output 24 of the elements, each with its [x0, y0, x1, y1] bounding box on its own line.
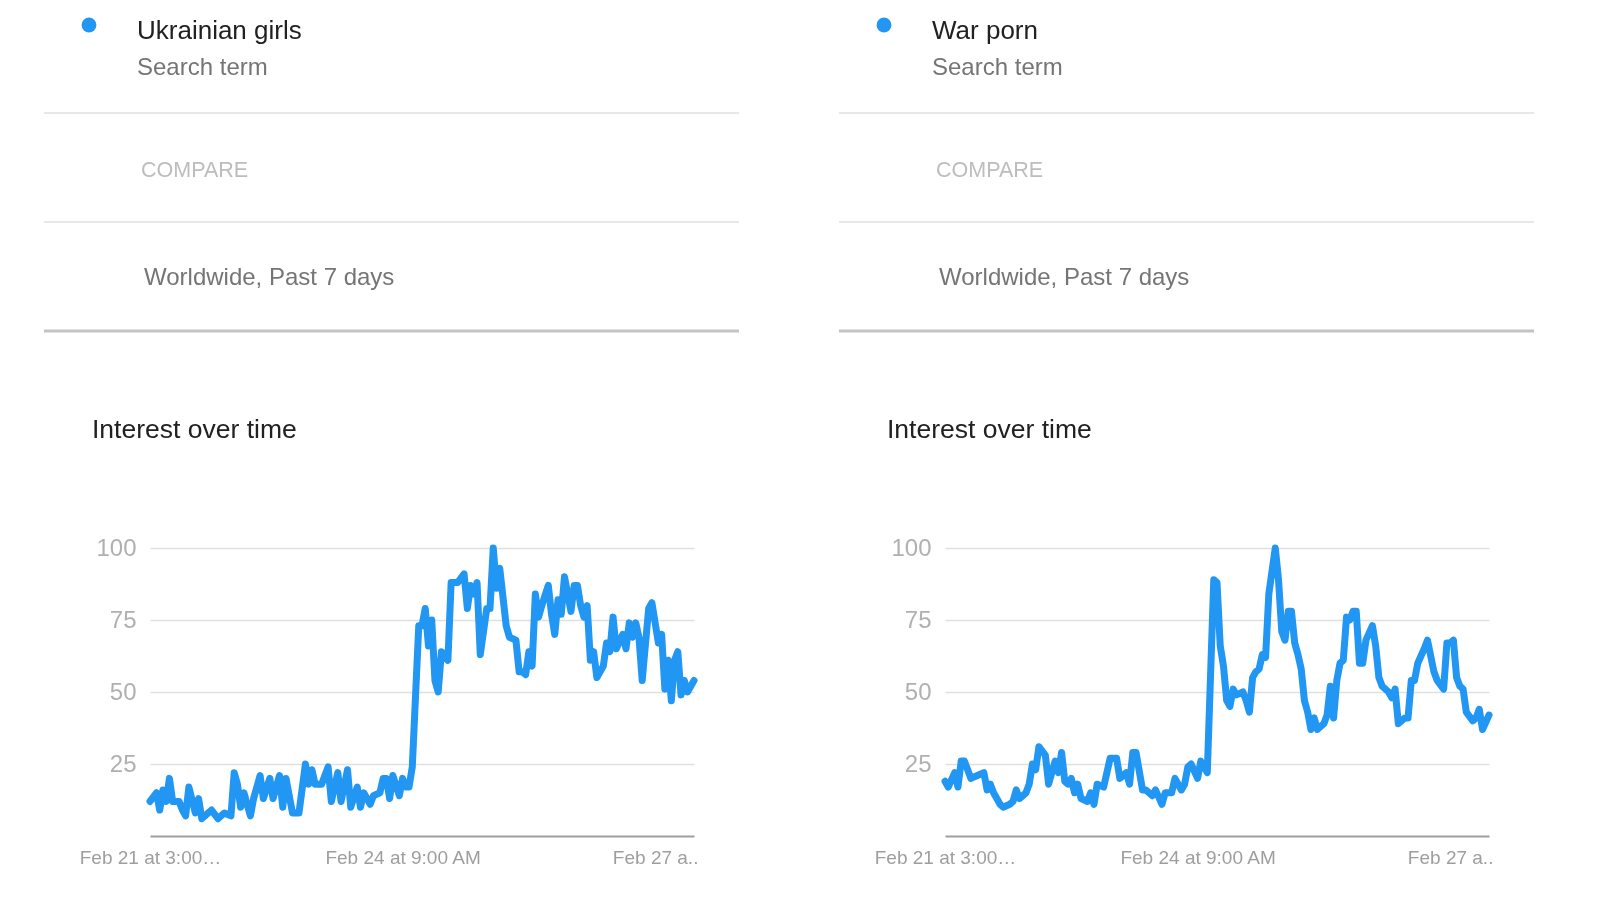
- text: COMPARE: [141, 158, 249, 182]
- y-tick-label: 50: [109, 677, 137, 705]
- y-tick-label: 25: [109, 749, 137, 777]
- chart-title: Interest over time: [92, 413, 297, 444]
- text: COMPARE: [936, 158, 1044, 182]
- y-tick-label: 100: [96, 533, 137, 561]
- x-tick-label: Feb 24 at 9:00 AM: [1120, 846, 1276, 868]
- y-tick-label: 100: [891, 533, 932, 561]
- legend-label: War porn: [932, 15, 1038, 45]
- legend-label: Ukrainian girls: [137, 15, 302, 45]
- y-tick-label: 25: [904, 749, 932, 777]
- x-tick-label: Feb 21 at 3:00…: [874, 846, 1017, 868]
- x-tick-label: Feb 24 at 9:00 AM: [325, 846, 481, 868]
- text: Worldwide, Past 7 days: [144, 263, 395, 290]
- text: Worldwide, Past 7 days: [939, 263, 1190, 290]
- text: Search term: [137, 53, 268, 80]
- y-tick-label: 75: [109, 605, 137, 633]
- text: Search term: [932, 53, 1063, 80]
- x-tick-label: Feb 21 at 3:00…: [79, 846, 222, 868]
- y-tick-label: 75: [904, 605, 932, 633]
- y-tick-label: 50: [904, 677, 932, 705]
- chart-title: Interest over time: [887, 413, 1092, 444]
- x-tick-label: Feb 27 a..: [612, 846, 699, 868]
- x-tick-label: Feb 27 a..: [1407, 846, 1494, 868]
